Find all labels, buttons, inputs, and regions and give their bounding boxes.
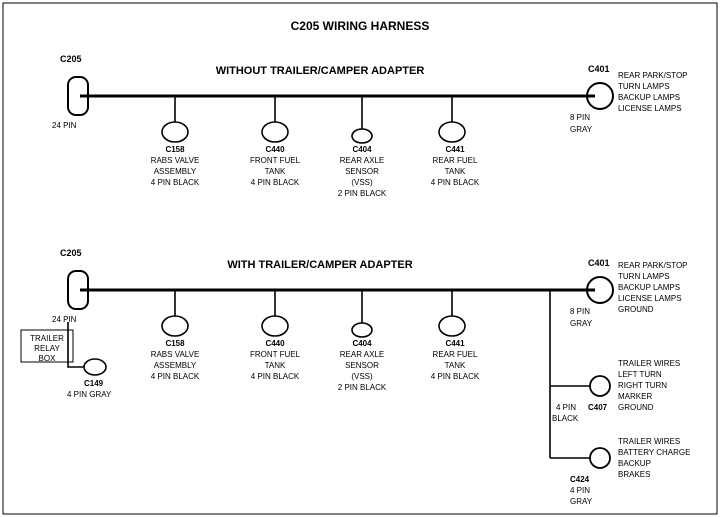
drop-label: REAR AXLE (340, 350, 384, 359)
wiring-diagram: C205 WIRING HARNESS WITHOUT TRAILER/CAMPE… (0, 0, 720, 517)
connector-function: REAR PARK/STOP (618, 261, 688, 270)
drop-label: 4 PIN BLACK (151, 178, 200, 187)
connector-id: C401 (588, 258, 610, 268)
drop-label: C441 (445, 339, 465, 348)
connector-id: C205 (60, 248, 82, 258)
connector-function: LICENSE LAMPS (618, 104, 682, 113)
connector-pins: 24 PIN (52, 315, 77, 324)
connector-pins: 4 PIN (570, 486, 590, 495)
connector-function: LEFT TURN (618, 370, 662, 379)
connector-pins: 8 PIN (570, 307, 590, 316)
drop-label: C440 (265, 339, 285, 348)
trailer-relay-label: BOX (39, 354, 57, 363)
drop-label: C404 (352, 145, 372, 154)
drop-label: TANK (445, 167, 466, 176)
connector-color: GRAY (570, 319, 593, 328)
drop-label: ASSEMBLY (154, 361, 197, 370)
connector-c158 (162, 316, 188, 336)
connector-function: BACKUP LAMPS (618, 93, 680, 102)
connector-function: TURN LAMPS (618, 272, 670, 281)
drop-label: 4 PIN BLACK (431, 178, 480, 187)
drop-label: C158 (165, 339, 185, 348)
relay-wire (68, 322, 84, 367)
drop-label: REAR FUEL (433, 350, 478, 359)
connector-id: C401 (588, 64, 610, 74)
connector-c149 (84, 359, 106, 375)
connector-c407 (590, 376, 610, 396)
drop-label: FRONT FUEL (250, 350, 301, 359)
connector-pins: 24 PIN (52, 121, 77, 130)
drop-label: RABS VALVE (151, 156, 200, 165)
connector-color: GRAY (570, 125, 593, 134)
drop-label: REAR AXLE (340, 156, 384, 165)
connector-pins: 4 PIN GRAY (67, 390, 112, 399)
connector-function: BRAKES (618, 470, 650, 479)
connector-function: LICENSE LAMPS (618, 294, 682, 303)
connector-function: GROUND (618, 403, 654, 412)
connector-id: C149 (84, 379, 104, 388)
connector-id: C205 (60, 54, 82, 64)
drop-label: TANK (445, 361, 466, 370)
drop-label: 4 PIN BLACK (431, 372, 480, 381)
drop-label: TANK (265, 361, 286, 370)
drop-label: FRONT FUEL (250, 156, 301, 165)
drop-label: 4 PIN BLACK (251, 178, 300, 187)
drop-label: 4 PIN BLACK (151, 372, 200, 381)
connector-c404 (352, 129, 372, 143)
connector-c158 (162, 122, 188, 142)
diagram-title: C205 WIRING HARNESS (291, 19, 430, 33)
connector-function: TRAILER WIRES (618, 359, 680, 368)
connector-color: GRAY (570, 497, 593, 506)
connector-function: MARKER (618, 392, 652, 401)
drop-label: (VSS) (351, 178, 373, 187)
connector-c441 (439, 122, 465, 142)
drop-label: C158 (165, 145, 185, 154)
drop-label: RABS VALVE (151, 350, 200, 359)
connector-c424 (590, 448, 610, 468)
connector-id: C407 (588, 403, 608, 412)
harness-subtitle: WITH TRAILER/CAMPER ADAPTER (227, 259, 412, 271)
connector-c441 (439, 316, 465, 336)
drop-label: (VSS) (351, 372, 373, 381)
trailer-relay-label: RELAY (34, 344, 60, 353)
connector-c404 (352, 323, 372, 337)
drop-label: ASSEMBLY (154, 167, 197, 176)
drop-label: 4 PIN BLACK (251, 372, 300, 381)
connector-c440 (262, 316, 288, 336)
harness-subtitle: WITHOUT TRAILER/CAMPER ADAPTER (216, 65, 425, 77)
drop-label: C441 (445, 145, 465, 154)
connector-function: TURN LAMPS (618, 82, 670, 91)
drop-label: 2 PIN BLACK (338, 189, 387, 198)
drop-label: 2 PIN BLACK (338, 383, 387, 392)
connector-id: C424 (570, 475, 590, 484)
connector-c440 (262, 122, 288, 142)
connector-function: TRAILER WIRES (618, 437, 680, 446)
drop-label: C440 (265, 145, 285, 154)
drop-label: TANK (265, 167, 286, 176)
connector-pins: 8 PIN (570, 113, 590, 122)
connector-function: BACKUP (618, 459, 651, 468)
connector-function: GROUND (618, 305, 654, 314)
connector-function: BACKUP LAMPS (618, 283, 680, 292)
drop-label: C404 (352, 339, 372, 348)
drop-label: REAR FUEL (433, 156, 478, 165)
connector-function: BATTERY CHARGE (618, 448, 690, 457)
connector-function: REAR PARK/STOP (618, 71, 688, 80)
drop-label: SENSOR (345, 167, 379, 176)
drop-label: SENSOR (345, 361, 379, 370)
connector-color: BLACK (552, 414, 579, 423)
trailer-relay-label: TRAILER (30, 334, 64, 343)
connector-function: RIGHT TURN (618, 381, 667, 390)
connector-pins: 4 PIN (556, 403, 576, 412)
